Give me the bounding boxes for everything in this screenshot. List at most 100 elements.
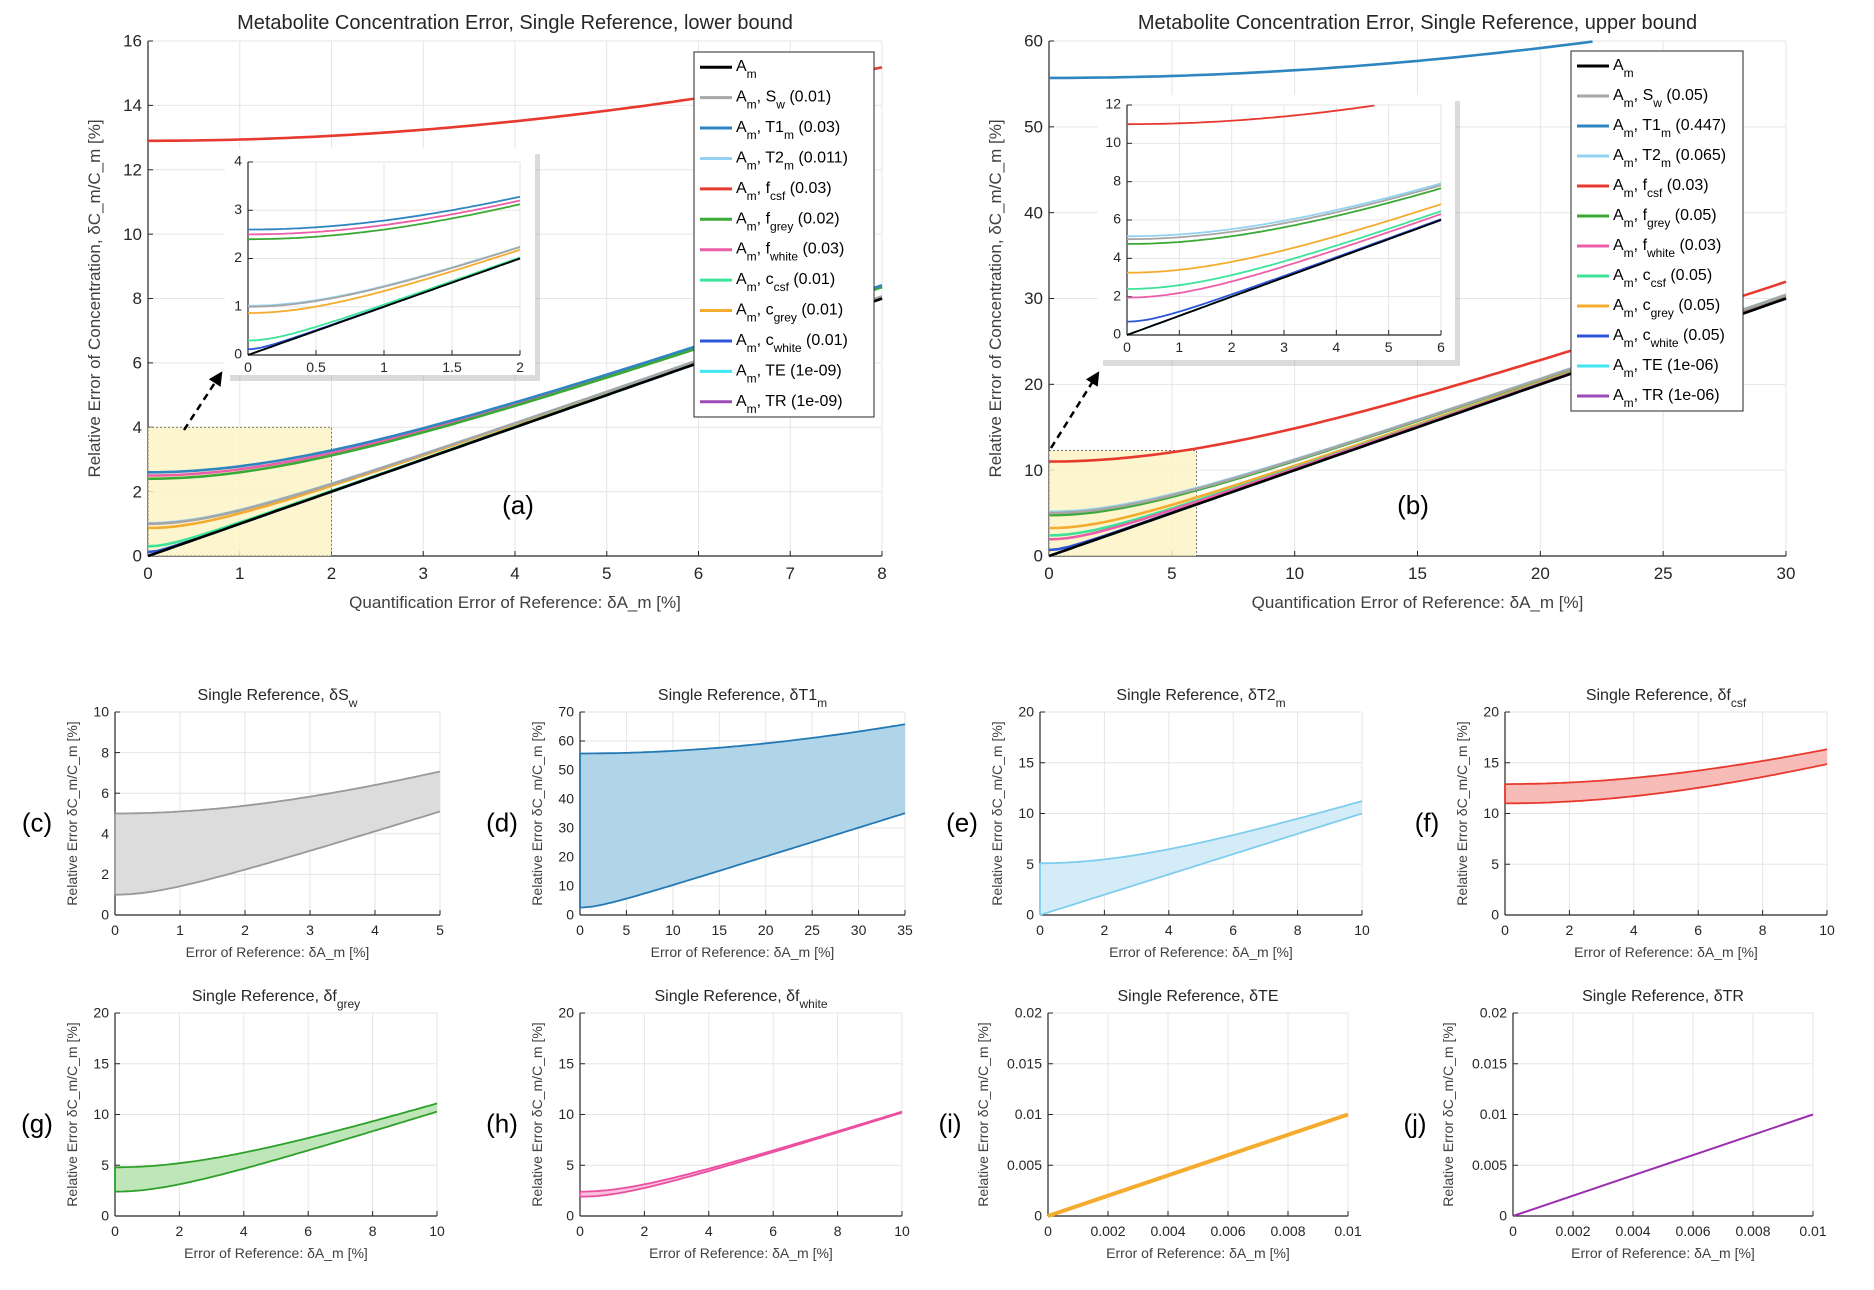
legend-label: Am, cwhite (0.01)	[736, 332, 848, 355]
y-tick-label: 0	[566, 1208, 574, 1224]
text-part: (0.05)	[1670, 207, 1716, 224]
y-tick-label: 15	[1483, 754, 1499, 770]
x-tick-label: 2	[1101, 922, 1109, 938]
text-part: (0.065)	[1671, 147, 1726, 164]
y-tick-label: 4	[1113, 249, 1121, 265]
text-part: A	[736, 58, 747, 75]
x-tick-label: 2	[1566, 922, 1574, 938]
y-tick-label: 20	[558, 1005, 574, 1021]
x-tick-label: 5	[1167, 564, 1176, 583]
subscript: m	[747, 250, 757, 264]
subscript: m	[1624, 246, 1634, 260]
legend-label: Am, T1m (0.03)	[736, 119, 840, 142]
subscript: m	[1624, 126, 1634, 140]
text-part: A	[1613, 177, 1624, 194]
text-part: A	[1613, 327, 1624, 344]
x-tick-label: 1.5	[442, 359, 462, 375]
text-part: (0.03)	[785, 180, 831, 197]
x-tick-label: 0	[244, 359, 252, 375]
x-tick-label: 6	[694, 564, 703, 583]
y-tick-label: 15	[558, 1055, 574, 1071]
x-tick-label: 10	[894, 1223, 910, 1239]
legend-item: Am, TR (1e-06)	[1577, 387, 1720, 410]
legend-item: Am, cwhite (0.01)	[700, 332, 848, 355]
legend-item: Am, ccsf (0.05)	[1577, 267, 1712, 290]
y-tick-label: 2	[101, 866, 109, 882]
legend-item: Am, fcsf (0.03)	[1577, 177, 1709, 200]
legend-label: Am, TR (1e-06)	[1613, 387, 1720, 410]
x-tick-label: 0.5	[306, 359, 326, 375]
x-tick-label: 0	[1044, 1223, 1052, 1239]
x-tick-label: 0.004	[1150, 1223, 1185, 1239]
x-tick-label: 4	[1630, 922, 1638, 938]
text-part: (1e-06)	[1664, 387, 1720, 404]
y-tick-label: 4	[133, 418, 142, 437]
y-tick-label: 0	[1491, 907, 1499, 923]
y-tick-label: 0	[1034, 1208, 1042, 1224]
text-part: , c	[1634, 297, 1651, 314]
y-tick-label: 40	[1024, 203, 1043, 222]
x-tick-label: 0.002	[1555, 1223, 1590, 1239]
text-part: A	[1613, 267, 1624, 284]
y-tick-label: 12	[123, 160, 142, 179]
chart-title: Single Reference, δT2m	[1116, 687, 1285, 710]
subscript: m	[1276, 696, 1286, 710]
x-tick-label: 4	[1332, 339, 1340, 355]
subscript: w	[1652, 96, 1662, 110]
y-tick-label: 0	[101, 907, 109, 923]
chart-title: Single Reference, δTE	[1118, 988, 1279, 1005]
x-axis-label: Error of Reference: δA_m [%]	[651, 944, 835, 960]
x-tick-label: 0	[1501, 922, 1509, 938]
subscript: m	[747, 341, 757, 355]
subscript: grey	[770, 219, 793, 233]
x-tick-label: 8	[1759, 922, 1767, 938]
legend-label: Am, cgrey (0.01)	[736, 302, 843, 325]
y-tick-label: 50	[1024, 118, 1043, 137]
text-part: Single Reference, δTE	[1118, 988, 1279, 1005]
subscript: m	[1624, 216, 1634, 230]
legend-label: Am	[736, 58, 757, 81]
text-part: Single Reference, δTR	[1582, 988, 1744, 1005]
legend-label: Am, fcsf (0.03)	[1613, 177, 1709, 200]
legend-label: Am, T2m (0.011)	[736, 149, 848, 172]
x-tick-label: 4	[510, 564, 519, 583]
y-axis-label: Relative Error δC_m/C_m [%]	[975, 1022, 991, 1206]
text-part: , c	[1634, 267, 1651, 284]
y-tick-label: 6	[101, 785, 109, 801]
x-tick-label: 0.008	[1270, 1223, 1305, 1239]
y-tick-label: 0.02	[1480, 1005, 1507, 1021]
x-tick-label: 0.008	[1735, 1223, 1770, 1239]
lower-bound-line	[580, 1111, 903, 1198]
inset-series-line	[247, 257, 521, 356]
error-band	[580, 724, 905, 908]
text-part: (0.01)	[797, 302, 843, 319]
text-part: A	[736, 210, 747, 227]
chart-panel-g: Single Reference, δfgrey 0 2 4 6 8 10 0 5 10 15 20 R…	[21, 988, 445, 1261]
x-tick-label: 0	[1123, 339, 1131, 355]
text-part: A	[1613, 297, 1624, 314]
x-tick-label: 4	[371, 922, 379, 938]
legend: Am Am, Sw (0.01) Am, T1m (0.03) Am, T2m (0.…	[693, 51, 875, 418]
legend-item: Am, T2m (0.011)	[700, 149, 848, 172]
legend-label: Am, cgrey (0.05)	[1613, 297, 1720, 320]
text-part: A	[736, 302, 747, 319]
legend-item: Am, Sw (0.01)	[700, 89, 831, 112]
panel-label: (g)	[21, 1109, 53, 1139]
y-tick-label: 0.01	[1015, 1106, 1042, 1122]
x-tick-label: 15	[1408, 564, 1427, 583]
text-part: A	[1613, 207, 1624, 224]
x-tick-label: 0.01	[1799, 1223, 1826, 1239]
x-tick-label: 7	[786, 564, 795, 583]
subscript: w	[348, 696, 358, 710]
x-tick-label: 0	[111, 1223, 119, 1239]
y-tick-label: 0.005	[1472, 1157, 1507, 1173]
x-tick-label: 8	[834, 1223, 842, 1239]
subscript: white	[773, 341, 802, 355]
x-tick-label: 5	[1385, 339, 1393, 355]
x-tick-label: 6	[304, 1223, 312, 1239]
inset-series-line	[248, 199, 521, 236]
text-part: , c	[757, 332, 774, 349]
text-part: Single Reference, δf	[1586, 687, 1732, 704]
error-band	[1505, 749, 1827, 804]
